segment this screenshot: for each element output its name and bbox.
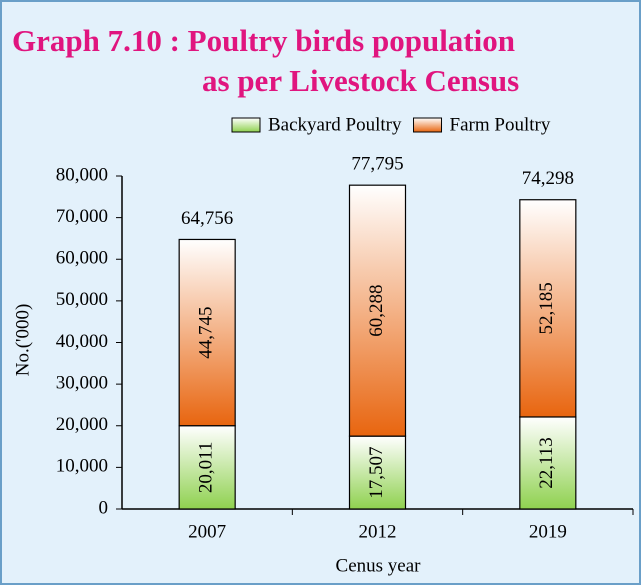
total-label: 77,795 bbox=[351, 154, 403, 175]
x-axis-label: Cenus year bbox=[336, 555, 422, 576]
y-tick-label: 60,000 bbox=[56, 248, 108, 269]
y-tick-label: 0 bbox=[99, 497, 109, 518]
y-tick-label: 80,000 bbox=[56, 164, 108, 185]
total-label: 64,756 bbox=[181, 208, 233, 229]
legend-swatch bbox=[413, 117, 443, 133]
y-tick-label: 30,000 bbox=[56, 372, 108, 393]
x-tick-label: 2012 bbox=[359, 521, 397, 542]
x-tick-label: 2007 bbox=[188, 521, 226, 542]
bar-segment bbox=[178, 238, 236, 427]
legend-label: Farm Poultry bbox=[450, 114, 551, 135]
data-label: 60,288 bbox=[366, 285, 387, 337]
y-tick-label: 70,000 bbox=[56, 206, 108, 227]
x-tick-label: 2019 bbox=[529, 521, 567, 542]
y-tick-label: 50,000 bbox=[56, 289, 108, 310]
bar-segment bbox=[519, 199, 577, 418]
chart-title: as per Livestock Census bbox=[202, 63, 519, 98]
data-label: 52,185 bbox=[536, 282, 557, 334]
data-label: 44,745 bbox=[196, 306, 217, 358]
data-label: 22,113 bbox=[536, 437, 557, 489]
y-tick-label: 40,000 bbox=[56, 331, 108, 352]
y-axis-label: No.('000) bbox=[12, 304, 33, 377]
bar-segment bbox=[519, 416, 577, 510]
y-tick-label: 10,000 bbox=[56, 456, 108, 477]
legend-label: Backyard Poultry bbox=[268, 114, 402, 135]
data-label: 17,507 bbox=[366, 446, 387, 498]
total-label: 74,298 bbox=[522, 168, 574, 189]
legend-swatch bbox=[231, 117, 261, 133]
chart-title: Graph 7.10 : Poultry birds population bbox=[12, 23, 515, 58]
y-tick-label: 20,000 bbox=[56, 414, 108, 435]
bar-segment bbox=[348, 184, 407, 437]
data-label: 20,011 bbox=[196, 442, 217, 494]
bar-segment bbox=[348, 435, 407, 510]
